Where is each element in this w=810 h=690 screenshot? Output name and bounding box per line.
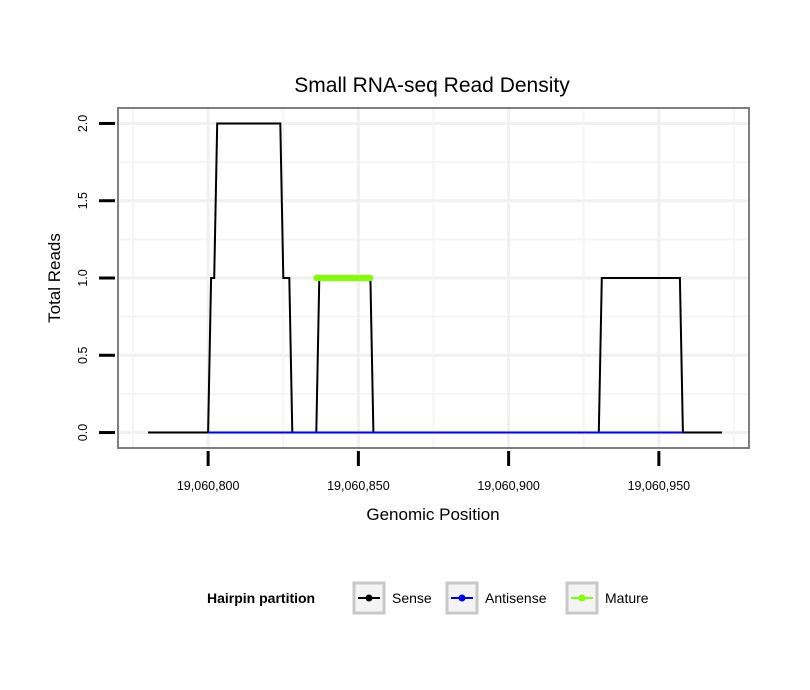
- y-tick-label: 1.0: [76, 269, 90, 286]
- legend-key-antisense: [445, 581, 479, 615]
- chart-title: Small RNA-seq Read Density: [294, 74, 570, 97]
- y-axis-title: Total Reads: [45, 233, 64, 323]
- series-point-mature: [367, 275, 374, 281]
- legend-title: Hairpin partition: [207, 590, 315, 606]
- x-tick-label: 19,060,950: [628, 479, 691, 493]
- x-tick-label: 19,060,800: [177, 479, 240, 493]
- legend: Hairpin partition Sense Antisense Mature: [207, 581, 649, 615]
- legend-label-sense: Sense: [392, 590, 432, 606]
- legend-key-point: [458, 594, 466, 602]
- x-axis-title: Genomic Position: [366, 505, 499, 524]
- legend-items: Sense Antisense Mature: [352, 581, 649, 615]
- legend-label-antisense: Antisense: [485, 590, 547, 606]
- y-tick-label: 0.5: [76, 347, 90, 364]
- series-layer: [148, 122, 722, 434]
- legend-key-point: [365, 594, 373, 602]
- series-point-mature: [313, 275, 320, 281]
- x-tick-label: 19,060,900: [477, 479, 540, 493]
- y-tick-label: 1.5: [76, 192, 90, 209]
- legend-label-mature: Mature: [605, 590, 649, 606]
- plot-panel-border: [117, 107, 750, 449]
- y-tick-label: 2.0: [76, 115, 90, 132]
- axes: 0.0 0.5 1.0 1.5 2.0 19,060,800 19,060,850 19,06…: [76, 115, 690, 493]
- legend-key-point: [578, 594, 586, 602]
- y-tick-label: 0.0: [76, 424, 90, 441]
- x-tick-label: 19,060,850: [327, 479, 390, 493]
